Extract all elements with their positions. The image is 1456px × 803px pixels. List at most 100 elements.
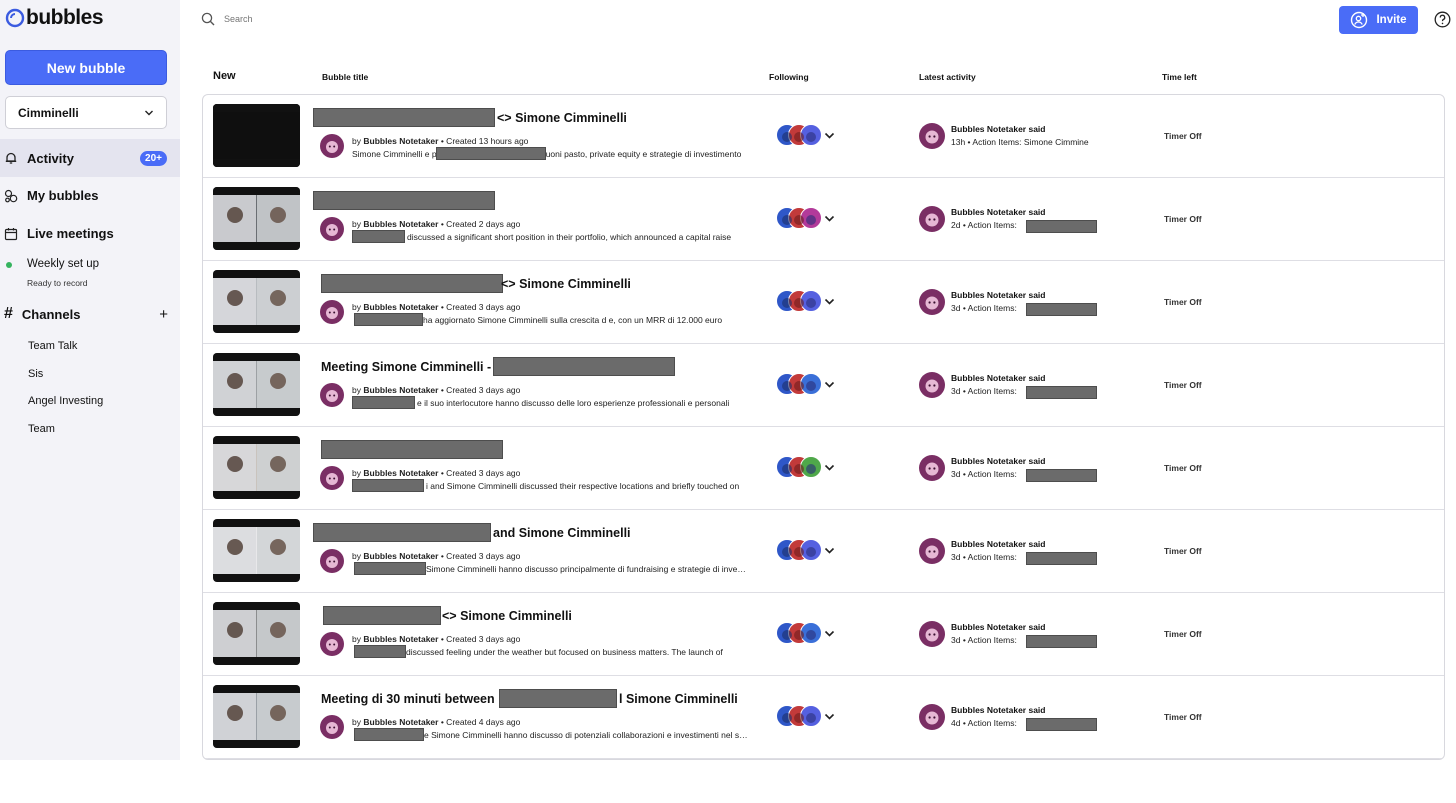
- chevron-down-icon: [145, 110, 153, 115]
- redacted-summary-block: [352, 396, 415, 409]
- redacted-activity-block: [1026, 303, 1097, 316]
- bubble-title[interactable]: Meeting Simone Cimminelli -: [321, 360, 492, 374]
- meeting-thumbnail[interactable]: [213, 353, 300, 416]
- sidebar: bubbles New bubble Cimminelli Activity 2…: [0, 0, 180, 760]
- sidebar-item-my-bubbles[interactable]: My bubbles: [0, 188, 99, 203]
- redacted-summary-block: [354, 313, 423, 326]
- timer-status: Timer Off: [1164, 629, 1202, 639]
- author-name: Bubbles Notetaker: [363, 634, 439, 644]
- weekly-title: Weekly set up: [27, 258, 100, 270]
- chevron-down-icon[interactable]: [824, 628, 835, 639]
- timer-status: Timer Off: [1164, 463, 1202, 473]
- activity-text[interactable]: 3d • Action Items:: [951, 469, 1017, 479]
- activity-author: Bubbles Notetaker said: [951, 290, 1046, 300]
- channel-item-angel-investing[interactable]: Angel Investing: [28, 395, 104, 407]
- followers-avatars[interactable]: [776, 207, 826, 229]
- table-row[interactable]: by Bubbles Notetaker • Created 2 days ag…: [203, 178, 1444, 261]
- sidebar-item-label: Activity: [27, 150, 74, 166]
- chevron-down-icon[interactable]: [824, 130, 835, 141]
- bubble-title[interactable]: <> Simone Cimminelli: [497, 111, 627, 125]
- app-logo[interactable]: bubbles: [5, 6, 104, 30]
- chevron-down-icon[interactable]: [824, 545, 835, 556]
- followers-avatars[interactable]: [776, 290, 826, 312]
- search-input[interactable]: [224, 14, 424, 24]
- activity-text[interactable]: 3d • Action Items:: [951, 303, 1017, 313]
- activity-text[interactable]: 13h • Action Items: Simone Cimminelli: [951, 137, 1089, 147]
- activity-text[interactable]: 3d • Action Items:: [951, 635, 1017, 645]
- sidebar-item-live-meetings[interactable]: Live meetings: [0, 226, 114, 241]
- activity-avatar: [919, 206, 945, 232]
- author-name: Bubbles Notetaker: [363, 136, 439, 146]
- add-channel-icon[interactable]: +: [159, 305, 168, 323]
- bubble-title-suffix[interactable]: l Simone Cimminelli: [619, 692, 738, 706]
- followers-avatars[interactable]: [776, 705, 826, 727]
- chevron-down-icon[interactable]: [824, 379, 835, 390]
- table-row[interactable]: <> Simone Cimminelli by Bubbles Notetaker…: [203, 261, 1444, 344]
- followers-avatars[interactable]: [776, 373, 826, 395]
- created-time: • Created 3 days ago: [440, 551, 521, 561]
- chevron-down-icon[interactable]: [824, 213, 835, 224]
- table-row[interactable]: <> Simone Cimminelli by Bubbles Notetaker…: [203, 593, 1444, 676]
- activity-text[interactable]: 3d • Action Items:: [951, 552, 1017, 562]
- followers-avatars[interactable]: [776, 456, 826, 478]
- new-bubble-button[interactable]: New bubble: [5, 50, 167, 85]
- bubble-byline: by Bubbles Notetaker • Created 3 days ag…: [352, 634, 521, 644]
- activity-author: Bubbles Notetaker said: [951, 539, 1046, 549]
- followers-avatars[interactable]: [776, 539, 826, 561]
- channel-item-sis[interactable]: Sis: [28, 368, 44, 380]
- meeting-thumbnail[interactable]: [213, 602, 300, 665]
- timer-status: Timer Off: [1164, 546, 1202, 556]
- activity-avatar: [919, 704, 945, 730]
- bubble-byline: by Bubbles Notetaker • Created 3 days ag…: [352, 385, 521, 395]
- activity-author: Bubbles Notetaker said: [951, 456, 1046, 466]
- meeting-thumbnail[interactable]: [213, 436, 300, 499]
- redacted-summary-block: [352, 230, 405, 243]
- activity-text[interactable]: 4d • Action Items:: [951, 718, 1017, 728]
- followers-avatars[interactable]: [776, 124, 826, 146]
- table-row[interactable]: by Bubbles Notetaker • Created 3 days ag…: [203, 427, 1444, 510]
- channel-item-team[interactable]: Team: [28, 423, 55, 435]
- app-name: bubbles: [26, 6, 104, 29]
- followers-avatars[interactable]: [776, 622, 826, 644]
- help-icon[interactable]: [1434, 11, 1451, 28]
- author-name: Bubbles Notetaker: [363, 551, 439, 561]
- activity-avatar: [919, 621, 945, 647]
- invite-button[interactable]: Invite: [1339, 6, 1418, 34]
- column-latest-activity: Latest activity: [919, 72, 976, 82]
- meeting-thumbnail[interactable]: [213, 519, 300, 582]
- table-row[interactable]: and Simone Cimminelli by Bubbles Notetake…: [203, 510, 1444, 593]
- channels-label: Channels: [21, 306, 81, 322]
- table-row[interactable]: Meeting di 30 minuti between l Simone Cim…: [203, 676, 1444, 759]
- created-time: • Created 3 days ago: [440, 634, 521, 644]
- bubble-byline: by Bubbles Notetaker • Created 2 days ag…: [352, 219, 521, 229]
- channel-item-team-talk[interactable]: Team Talk: [28, 340, 78, 352]
- hash-icon: #: [4, 305, 13, 322]
- invite-label: Invite: [1376, 14, 1407, 26]
- notetaker-avatar: [320, 466, 344, 490]
- meeting-thumbnail[interactable]: [213, 104, 300, 167]
- notetaker-avatar: [320, 383, 344, 407]
- search-bar[interactable]: [201, 12, 424, 26]
- meeting-thumbnail[interactable]: [213, 187, 300, 250]
- video-preview-image: [213, 685, 300, 748]
- activity-text[interactable]: 3d • Action Items:: [951, 386, 1017, 396]
- bubble-title[interactable]: Meeting di 30 minuti between: [321, 692, 495, 706]
- meeting-thumbnail[interactable]: [213, 685, 300, 748]
- chevron-down-icon[interactable]: [824, 296, 835, 307]
- meeting-thumbnail[interactable]: [213, 270, 300, 333]
- author-name: Bubbles Notetaker: [363, 717, 439, 727]
- table-row[interactable]: <> Simone Cimminelli by Bubbles Notetaker…: [203, 95, 1444, 178]
- activity-text[interactable]: 2d • Action Items:: [951, 220, 1017, 230]
- bubble-title[interactable]: <> Simone Cimminelli: [501, 277, 631, 291]
- table-row[interactable]: Meeting Simone Cimminelli - by Bubbles No…: [203, 344, 1444, 427]
- bubble-list: <> Simone Cimminelli by Bubbles Notetaker…: [202, 94, 1445, 760]
- redacted-title-block: [321, 440, 503, 459]
- notetaker-avatar: [320, 300, 344, 324]
- redacted-summary-block: [354, 728, 424, 741]
- chevron-down-icon[interactable]: [824, 462, 835, 473]
- activity-author: Bubbles Notetaker said: [951, 705, 1046, 715]
- workspace-select[interactable]: Cimminelli: [5, 96, 167, 129]
- chevron-down-icon[interactable]: [824, 711, 835, 722]
- bubble-title[interactable]: and Simone Cimminelli: [493, 526, 631, 540]
- bubble-title[interactable]: <> Simone Cimminelli: [442, 609, 572, 623]
